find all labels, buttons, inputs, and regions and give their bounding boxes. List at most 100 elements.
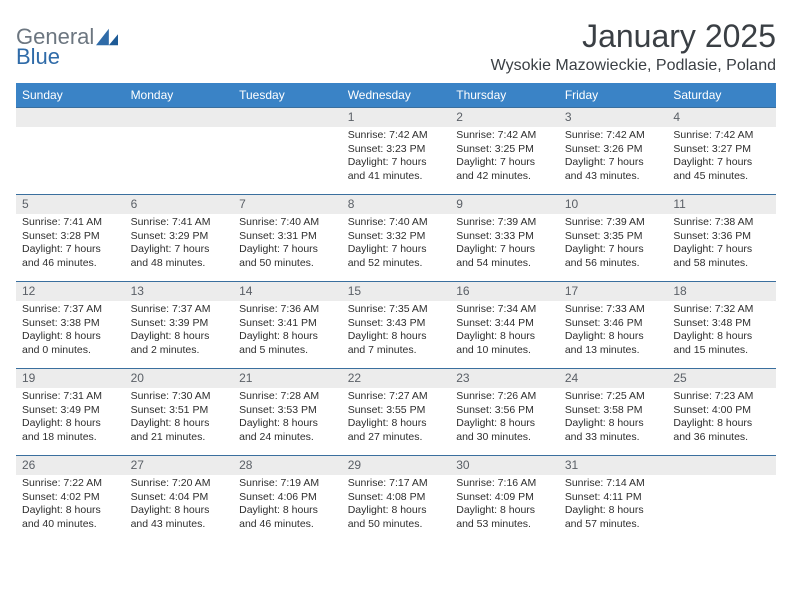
day-content: Sunrise: 7:42 AMSunset: 3:27 PMDaylight:… [667,127,776,186]
calendar-cell: 18Sunrise: 7:32 AMSunset: 3:48 PMDayligh… [667,281,776,368]
day-content: Sunrise: 7:27 AMSunset: 3:55 PMDaylight:… [342,388,451,447]
day-content: Sunrise: 7:40 AMSunset: 3:31 PMDaylight:… [233,214,342,273]
calendar-cell: 7Sunrise: 7:40 AMSunset: 3:31 PMDaylight… [233,194,342,281]
calendar-cell: 22Sunrise: 7:27 AMSunset: 3:55 PMDayligh… [342,368,451,455]
day-content: Sunrise: 7:42 AMSunset: 3:23 PMDaylight:… [342,127,451,186]
day-number-bar: 12 [16,281,125,301]
day-content: Sunrise: 7:26 AMSunset: 3:56 PMDaylight:… [450,388,559,447]
calendar-cell: 5Sunrise: 7:41 AMSunset: 3:28 PMDaylight… [16,194,125,281]
calendar-cell: 6Sunrise: 7:41 AMSunset: 3:29 PMDaylight… [125,194,234,281]
day-number-bar: 22 [342,368,451,388]
day-number-bar: 18 [667,281,776,301]
day-content: Sunrise: 7:16 AMSunset: 4:09 PMDaylight:… [450,475,559,534]
calendar-cell: 13Sunrise: 7:37 AMSunset: 3:39 PMDayligh… [125,281,234,368]
day-number-bar: 20 [125,368,234,388]
day-content: Sunrise: 7:30 AMSunset: 3:51 PMDaylight:… [125,388,234,447]
day-content: Sunrise: 7:42 AMSunset: 3:25 PMDaylight:… [450,127,559,186]
calendar-cell: 31Sunrise: 7:14 AMSunset: 4:11 PMDayligh… [559,455,668,542]
day-content: Sunrise: 7:35 AMSunset: 3:43 PMDaylight:… [342,301,451,360]
day-content: Sunrise: 7:37 AMSunset: 3:38 PMDaylight:… [16,301,125,360]
calendar-cell: 11Sunrise: 7:38 AMSunset: 3:36 PMDayligh… [667,194,776,281]
weekday-header: Thursday [450,83,559,107]
calendar-cell: 27Sunrise: 7:20 AMSunset: 4:04 PMDayligh… [125,455,234,542]
calendar-row: 5Sunrise: 7:41 AMSunset: 3:28 PMDaylight… [16,194,776,281]
day-number-bar: 29 [342,455,451,475]
day-content: Sunrise: 7:39 AMSunset: 3:35 PMDaylight:… [559,214,668,273]
logo-mark-icon [96,28,118,46]
calendar-cell: 16Sunrise: 7:34 AMSunset: 3:44 PMDayligh… [450,281,559,368]
calendar-row: 12Sunrise: 7:37 AMSunset: 3:38 PMDayligh… [16,281,776,368]
weekday-header: Wednesday [342,83,451,107]
calendar-cell: 1Sunrise: 7:42 AMSunset: 3:23 PMDaylight… [342,107,451,194]
weekday-header: Sunday [16,83,125,107]
day-number-bar: 7 [233,194,342,214]
day-number-bar: 3 [559,107,668,127]
day-content: Sunrise: 7:41 AMSunset: 3:29 PMDaylight:… [125,214,234,273]
calendar-cell: 12Sunrise: 7:37 AMSunset: 3:38 PMDayligh… [16,281,125,368]
day-number-bar: 2 [450,107,559,127]
calendar-cell: 15Sunrise: 7:35 AMSunset: 3:43 PMDayligh… [342,281,451,368]
weekday-row: SundayMondayTuesdayWednesdayThursdayFrid… [16,83,776,107]
calendar-cell [125,107,234,194]
day-content: Sunrise: 7:38 AMSunset: 3:36 PMDaylight:… [667,214,776,273]
day-number-bar: 21 [233,368,342,388]
day-number-bar: 4 [667,107,776,127]
day-content: Sunrise: 7:42 AMSunset: 3:26 PMDaylight:… [559,127,668,186]
day-content: Sunrise: 7:22 AMSunset: 4:02 PMDaylight:… [16,475,125,534]
calendar-header: SundayMondayTuesdayWednesdayThursdayFrid… [16,83,776,107]
weekday-header: Monday [125,83,234,107]
calendar-cell: 26Sunrise: 7:22 AMSunset: 4:02 PMDayligh… [16,455,125,542]
calendar-cell: 19Sunrise: 7:31 AMSunset: 3:49 PMDayligh… [16,368,125,455]
calendar-cell: 28Sunrise: 7:19 AMSunset: 4:06 PMDayligh… [233,455,342,542]
day-content: Sunrise: 7:37 AMSunset: 3:39 PMDaylight:… [125,301,234,360]
day-number-bar: 8 [342,194,451,214]
calendar-cell: 23Sunrise: 7:26 AMSunset: 3:56 PMDayligh… [450,368,559,455]
month-title: January 2025 [491,18,776,55]
day-number-bar: 10 [559,194,668,214]
day-content: Sunrise: 7:40 AMSunset: 3:32 PMDaylight:… [342,214,451,273]
day-number-bar [233,107,342,127]
logo-blue-row: Blue [16,44,60,70]
calendar-row: 19Sunrise: 7:31 AMSunset: 3:49 PMDayligh… [16,368,776,455]
calendar-body: 1Sunrise: 7:42 AMSunset: 3:23 PMDaylight… [16,107,776,542]
day-number-bar: 1 [342,107,451,127]
calendar-cell: 10Sunrise: 7:39 AMSunset: 3:35 PMDayligh… [559,194,668,281]
calendar-cell: 20Sunrise: 7:30 AMSunset: 3:51 PMDayligh… [125,368,234,455]
day-content: Sunrise: 7:31 AMSunset: 3:49 PMDaylight:… [16,388,125,447]
day-content: Sunrise: 7:14 AMSunset: 4:11 PMDaylight:… [559,475,668,534]
calendar-cell: 9Sunrise: 7:39 AMSunset: 3:33 PMDaylight… [450,194,559,281]
weekday-header: Tuesday [233,83,342,107]
weekday-header: Friday [559,83,668,107]
location-text: Wysokie Mazowieckie, Podlasie, Poland [491,57,776,75]
day-content: Sunrise: 7:28 AMSunset: 3:53 PMDaylight:… [233,388,342,447]
day-number-bar: 11 [667,194,776,214]
weekday-header: Saturday [667,83,776,107]
day-number-bar: 31 [559,455,668,475]
calendar-cell: 3Sunrise: 7:42 AMSunset: 3:26 PMDaylight… [559,107,668,194]
day-content: Sunrise: 7:17 AMSunset: 4:08 PMDaylight:… [342,475,451,534]
day-number-bar: 17 [559,281,668,301]
day-content: Sunrise: 7:34 AMSunset: 3:44 PMDaylight:… [450,301,559,360]
day-number-bar: 14 [233,281,342,301]
calendar-row: 1Sunrise: 7:42 AMSunset: 3:23 PMDaylight… [16,107,776,194]
day-number-bar: 25 [667,368,776,388]
day-number-bar: 9 [450,194,559,214]
day-content: Sunrise: 7:41 AMSunset: 3:28 PMDaylight:… [16,214,125,273]
calendar-cell: 14Sunrise: 7:36 AMSunset: 3:41 PMDayligh… [233,281,342,368]
day-number-bar: 26 [16,455,125,475]
calendar-cell: 21Sunrise: 7:28 AMSunset: 3:53 PMDayligh… [233,368,342,455]
calendar-row: 26Sunrise: 7:22 AMSunset: 4:02 PMDayligh… [16,455,776,542]
title-block: January 2025 Wysokie Mazowieckie, Podlas… [491,18,776,75]
day-content: Sunrise: 7:36 AMSunset: 3:41 PMDaylight:… [233,301,342,360]
calendar-cell: 4Sunrise: 7:42 AMSunset: 3:27 PMDaylight… [667,107,776,194]
calendar-cell: 30Sunrise: 7:16 AMSunset: 4:09 PMDayligh… [450,455,559,542]
calendar-cell: 25Sunrise: 7:23 AMSunset: 4:00 PMDayligh… [667,368,776,455]
day-number-bar: 27 [125,455,234,475]
day-content: Sunrise: 7:20 AMSunset: 4:04 PMDaylight:… [125,475,234,534]
day-number-bar: 16 [450,281,559,301]
calendar-cell [667,455,776,542]
calendar-page: General January 2025 Wysokie Mazowieckie… [0,0,792,612]
day-number-bar [125,107,234,127]
day-number-bar: 28 [233,455,342,475]
day-number-bar: 6 [125,194,234,214]
